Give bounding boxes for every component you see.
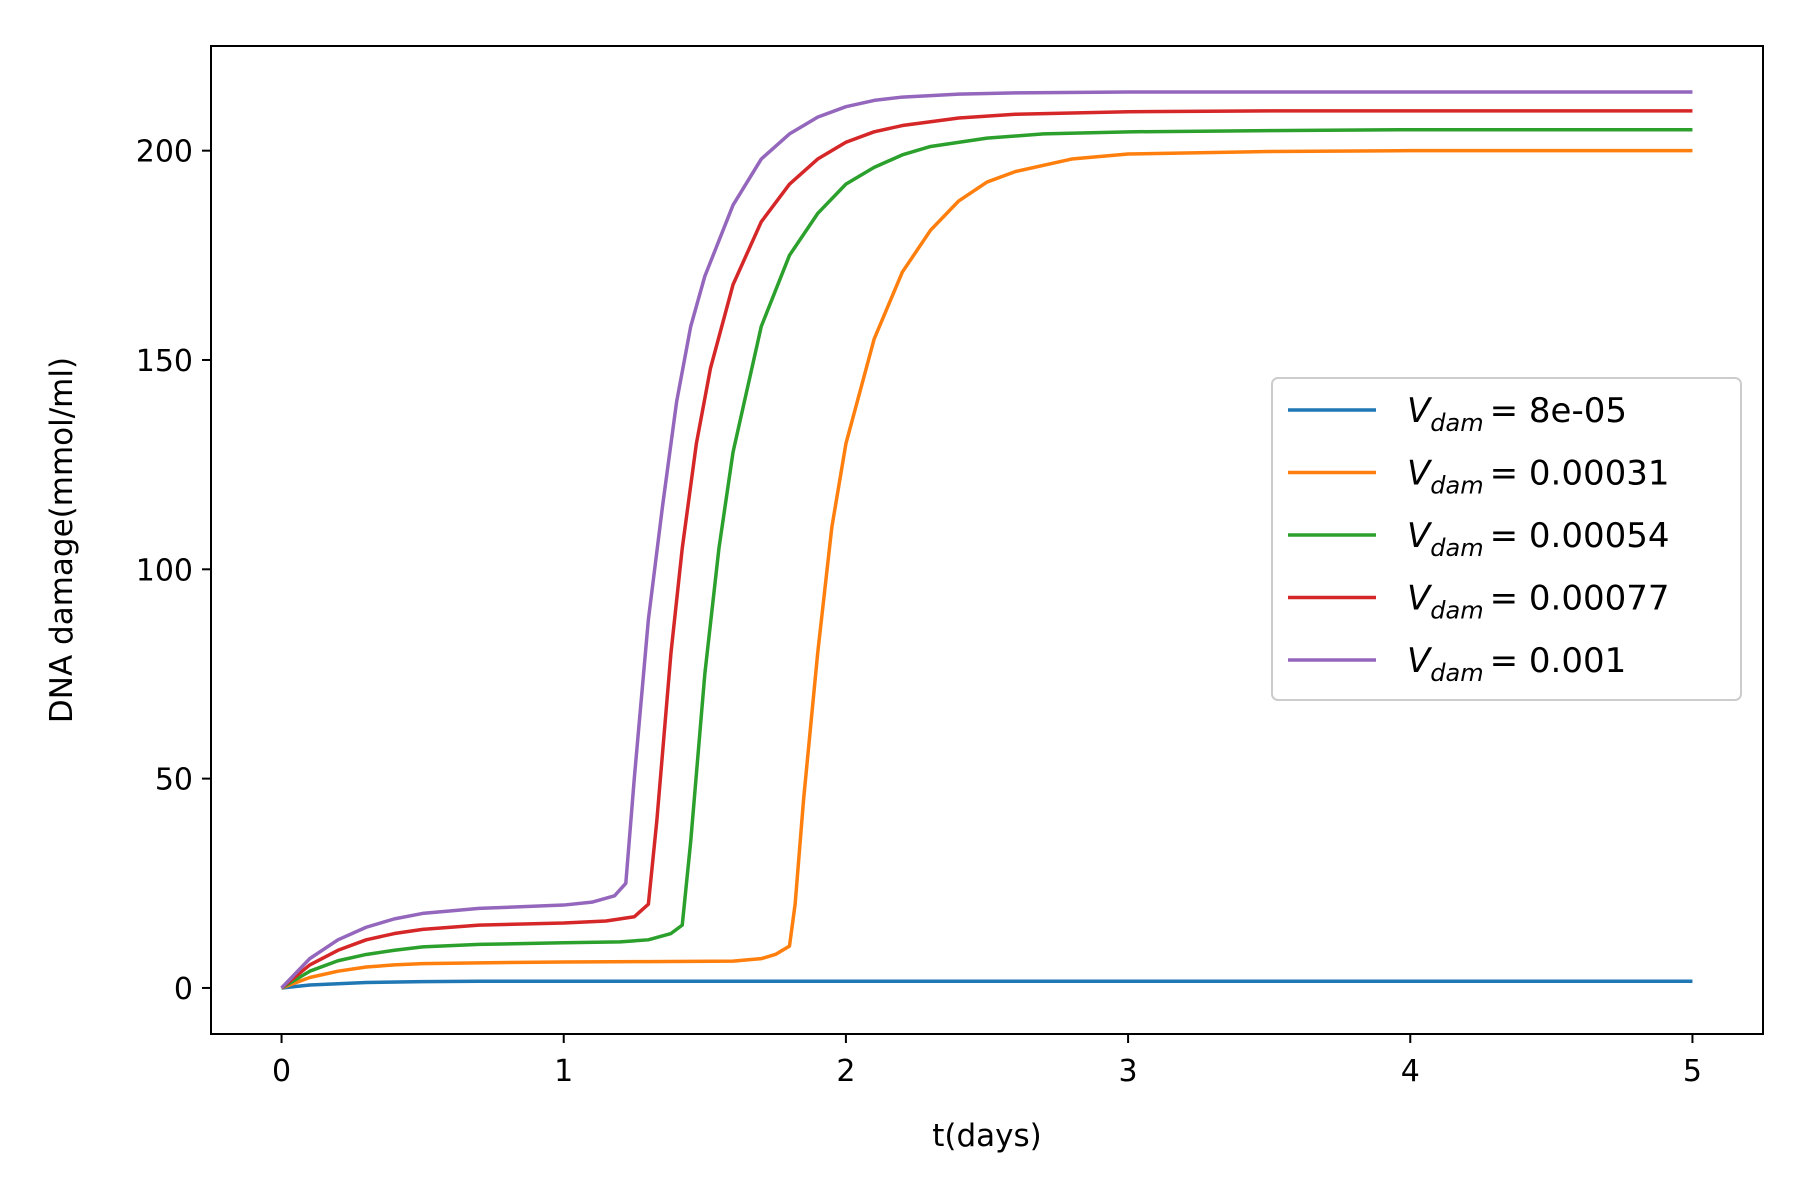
legend-label-5: Vdam = 0.001 (1407, 641, 1626, 687)
legend: Vdam = 8e-05 Vdam = 0.00031 Vdam = 0.00054 Vda… (1271, 377, 1742, 701)
x-axis: 0 1 2 3 4 5 (272, 1034, 1702, 1089)
x-tick-label: 2 (836, 1054, 855, 1089)
y-tick-label: 200 (136, 135, 193, 170)
legend-box (1271, 377, 1742, 701)
y-tick-label: 50 (155, 763, 193, 798)
x-tick-label: 1 (554, 1054, 573, 1089)
series-line-1 (281, 979, 1693, 990)
plot-frame (210, 45, 1764, 1035)
x-axis-label: t(days) (932, 1118, 1042, 1154)
series-layer (280, 90, 1693, 990)
y-tick-label: 150 (136, 344, 193, 379)
legend-label-4: Vdam = 0.00077 (1407, 579, 1670, 625)
series-line-3 (280, 127, 1693, 990)
legend-label-1: Vdam = 8e-05 (1407, 391, 1627, 437)
series-line-2 (280, 148, 1693, 990)
x-tick-label: 4 (1401, 1054, 1420, 1089)
y-tick-label: 0 (174, 972, 193, 1007)
y-axis-label: DNA damage(mmol/ml) (44, 357, 80, 723)
legend-label-3: Vdam = 0.00054 (1407, 516, 1670, 562)
x-tick-label: 3 (1119, 1054, 1138, 1089)
x-tick-label: 0 (272, 1054, 291, 1089)
y-tick-label: 100 (136, 553, 193, 588)
x-tick-label: 5 (1683, 1054, 1702, 1089)
y-axis: 0 50 100 150 200 (136, 135, 211, 1007)
series-line-4 (280, 109, 1693, 990)
legend-label-2: Vdam = 0.00031 (1407, 454, 1670, 500)
series-line-5 (280, 90, 1693, 990)
